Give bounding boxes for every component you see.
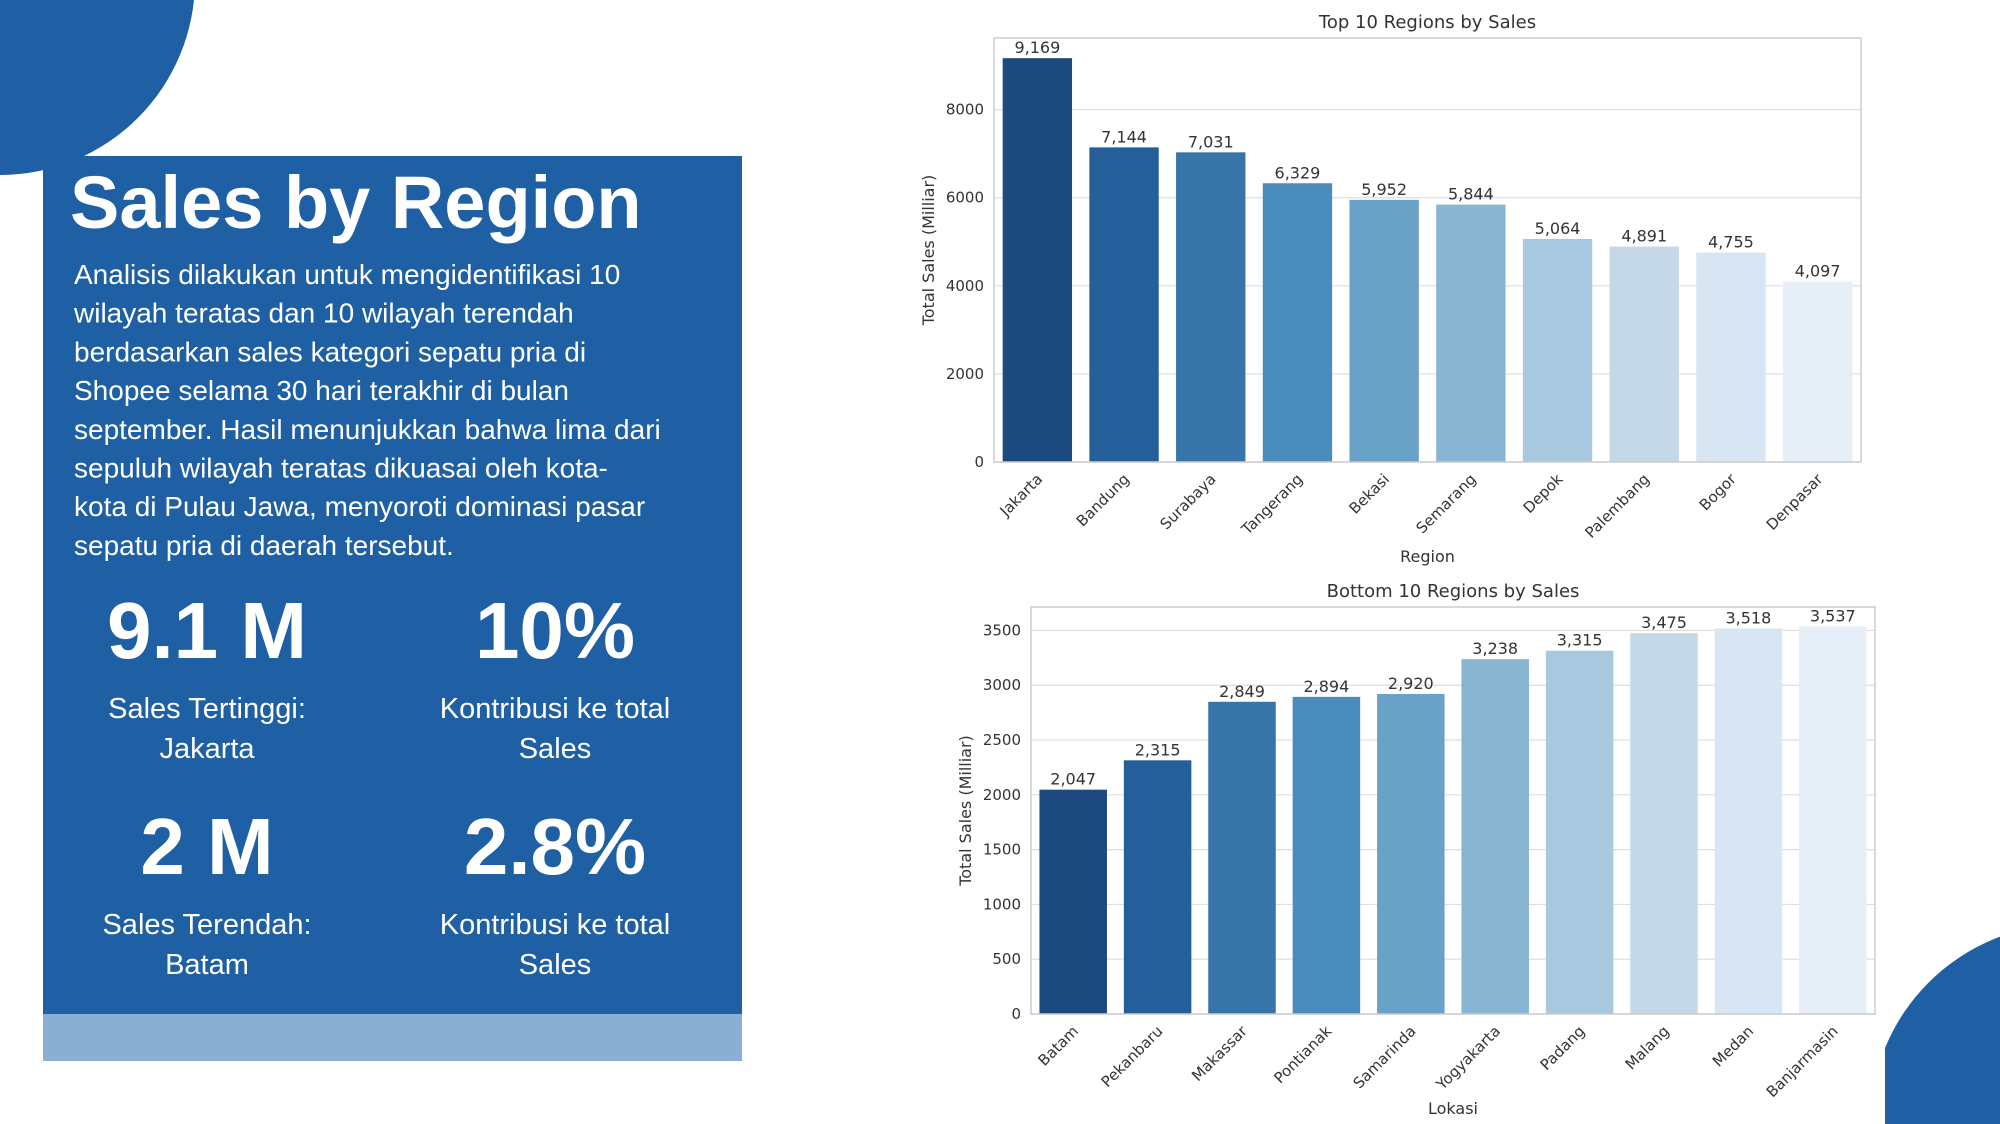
panel-band bbox=[43, 1014, 742, 1061]
value-label: 5,064 bbox=[1535, 219, 1581, 238]
bar bbox=[1436, 204, 1506, 462]
y-tick-label: 2500 bbox=[983, 731, 1021, 749]
stat-label: Sales Terendah: bbox=[102, 909, 311, 941]
panel-paragraph-line: berdasarkan sales kategori sepatu pria d… bbox=[74, 336, 586, 367]
bar bbox=[1176, 152, 1246, 463]
bar bbox=[1262, 183, 1333, 462]
value-label: 7,031 bbox=[1188, 132, 1234, 151]
stat-label: Jakarta bbox=[159, 733, 255, 765]
value-label: 2,047 bbox=[1050, 770, 1096, 789]
stat-label: Kontribusi ke total bbox=[440, 693, 671, 725]
value-label: 2,920 bbox=[1388, 674, 1434, 693]
value-label: 4,755 bbox=[1708, 233, 1754, 252]
y-axis-label: Total Sales (Milliar) bbox=[919, 175, 938, 327]
bar bbox=[1123, 760, 1192, 1014]
value-label: 3,518 bbox=[1725, 608, 1771, 627]
stat-value: 2 M bbox=[140, 802, 273, 891]
y-tick-label: 3000 bbox=[983, 676, 1021, 694]
bar bbox=[1461, 659, 1529, 1014]
y-tick-label: 6000 bbox=[946, 189, 984, 207]
bar bbox=[1039, 789, 1107, 1014]
panel-paragraph-line: september. Hasil menunjukkan bahwa lima … bbox=[74, 414, 661, 445]
bar bbox=[1089, 147, 1159, 462]
y-tick-label: 500 bbox=[992, 950, 1021, 968]
panel-text: Sales by Region Analisis dilakukan untuk … bbox=[70, 161, 670, 981]
plot-frame bbox=[1030, 606, 1876, 1015]
stat-label: Sales Tertinggi: bbox=[108, 693, 306, 725]
panel-paragraph-line: kota di Pulau Jawa, menyoroti dominasi p… bbox=[74, 491, 645, 522]
y-tick-label: 3500 bbox=[983, 621, 1021, 639]
bar bbox=[1545, 650, 1614, 1014]
bar bbox=[1377, 694, 1445, 1014]
decor-circle bbox=[1870, 936, 2000, 1124]
y-tick-label: 8000 bbox=[946, 101, 984, 119]
value-label: 5,844 bbox=[1448, 185, 1494, 204]
value-label: 3,238 bbox=[1472, 639, 1518, 658]
y-tick-label: 2000 bbox=[946, 365, 984, 383]
value-label: 6,329 bbox=[1275, 163, 1321, 182]
x-axis-label: Lokasi bbox=[1428, 1099, 1478, 1118]
bar bbox=[1208, 701, 1276, 1014]
value-label: 3,315 bbox=[1557, 631, 1603, 650]
chart: Bottom 10 Regions by Sales 0 500 1000 1500 20… bbox=[948, 577, 1885, 1124]
panel-paragraph-line: sepatu pria di daerah tersebut. bbox=[74, 530, 454, 561]
value-label: 5,952 bbox=[1361, 180, 1407, 199]
value-label: 3,537 bbox=[1810, 606, 1856, 625]
bar bbox=[1609, 246, 1679, 462]
value-label: 2,315 bbox=[1135, 740, 1181, 759]
plot-frame bbox=[993, 37, 1862, 463]
stat-label: Kontribusi ke total bbox=[440, 909, 671, 941]
decor-circle bbox=[0, 0, 194, 175]
value-label: 2,894 bbox=[1303, 677, 1349, 696]
y-tick-label: 1500 bbox=[983, 841, 1021, 859]
panel-paragraph-line: Shopee selama 30 hari terakhir di bulan bbox=[74, 375, 569, 406]
value-label: 9,169 bbox=[1014, 38, 1060, 57]
bar bbox=[1522, 238, 1593, 462]
panel-paragraph-line: sepuluh wilayah teratas dikuasai oleh ko… bbox=[74, 453, 608, 484]
bar bbox=[1630, 633, 1698, 1014]
panel-paragraph-line: wilayah teratas dan 10 wilayah terendah bbox=[73, 298, 574, 329]
value-label: 3,475 bbox=[1641, 613, 1687, 632]
panel bbox=[43, 156, 742, 1014]
bar bbox=[1714, 628, 1783, 1014]
chart-title: Bottom 10 Regions by Sales bbox=[1327, 581, 1580, 602]
chart-title: Top 10 Regions by Sales bbox=[1318, 12, 1536, 33]
panel-paragraph-line: Analisis dilakukan untuk mengidentifikas… bbox=[74, 259, 620, 290]
stat-label: Batam bbox=[165, 949, 249, 981]
panel-title: Sales by Region bbox=[70, 161, 642, 244]
stat-label: Sales bbox=[519, 733, 592, 765]
y-tick-label: 2000 bbox=[983, 786, 1021, 804]
stat-value: 9.1 M bbox=[107, 586, 307, 675]
bar bbox=[1349, 199, 1419, 462]
value-label: 4,891 bbox=[1621, 227, 1667, 246]
value-label: 2,849 bbox=[1219, 682, 1265, 701]
bar bbox=[1002, 58, 1073, 462]
y-tick-label: 0 bbox=[974, 453, 984, 471]
y-tick-label: 1000 bbox=[983, 895, 1021, 913]
value-label: 7,144 bbox=[1101, 127, 1147, 146]
bar bbox=[1696, 252, 1766, 462]
bar bbox=[1292, 696, 1361, 1014]
y-tick-label: 4000 bbox=[946, 277, 984, 295]
bar bbox=[1799, 626, 1867, 1014]
stat-value: 2.8% bbox=[464, 802, 646, 891]
stat-label: Sales bbox=[519, 949, 592, 981]
y-axis-label: Total Sales (Milliar) bbox=[956, 735, 975, 887]
stat-value: 10% bbox=[475, 586, 635, 675]
x-axis-label: Region bbox=[1400, 547, 1455, 566]
value-label: 4,097 bbox=[1795, 262, 1841, 281]
bar bbox=[1782, 281, 1853, 462]
y-tick-label: 0 bbox=[1011, 1005, 1021, 1023]
